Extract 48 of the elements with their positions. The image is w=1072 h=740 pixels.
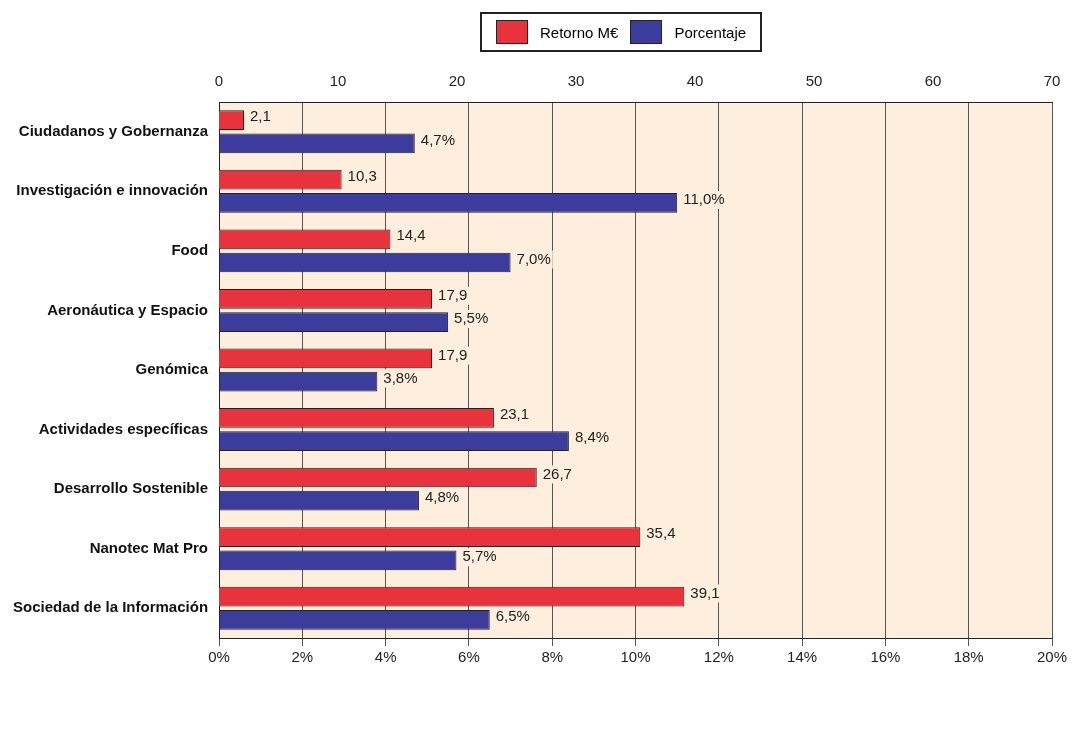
data-label: 3,8% — [383, 368, 418, 386]
x2-tick-label: 20 — [448, 72, 466, 90]
data-label: 23,1 — [499, 405, 530, 423]
x2-tick-label: 50 — [805, 72, 823, 90]
legend-label: Porcentaje — [674, 23, 747, 41]
data-label: 4,7% — [420, 130, 455, 148]
data-label: 39,1 — [690, 583, 720, 601]
y-tick-label: Desarrollo Sostenible — [53, 479, 209, 497]
x-tick-label: 2% — [291, 648, 314, 666]
y-tick-label: Nanotec Mat Pro — [89, 538, 209, 556]
data-label: 5,7% — [462, 547, 497, 565]
data-label: 26,7 — [542, 464, 572, 482]
data-label: 11,0% — [683, 190, 725, 208]
data-label: 8,4% — [574, 428, 610, 446]
data-label: 7,0% — [516, 249, 551, 267]
x2-tick-label: 30 — [567, 72, 585, 90]
x2-tick-label: 0 — [214, 72, 224, 90]
x-tick-label: 10% — [620, 648, 651, 666]
y-tick-label: Aeronáutica y Espacio — [47, 300, 209, 318]
x-tick-label: 6% — [458, 648, 480, 666]
data-label: 10,3 — [347, 166, 377, 184]
data-label: 5,5% — [454, 309, 489, 327]
data-label: 17,9 — [438, 285, 468, 303]
x2-tick-label: 40 — [686, 72, 704, 90]
data-label: 35,4 — [646, 524, 676, 542]
data-label: 17,9 — [438, 345, 468, 363]
y-tick-label: Actividades específicas — [38, 419, 209, 437]
data-label: 4,8% — [424, 487, 460, 505]
x2-tick-label: 10 — [329, 72, 347, 90]
legend-label: Retorno M€ — [540, 23, 619, 41]
x-tick-label: 20% — [1036, 648, 1068, 666]
x-tick-label: 8% — [541, 648, 564, 666]
y-tick-label: Food — [171, 241, 209, 259]
x-tick-label: 14% — [787, 648, 818, 666]
data-label: 6,5% — [495, 606, 530, 624]
x-tick-label: 18% — [953, 648, 984, 666]
data-label: 14,4 — [396, 226, 426, 244]
x2-tick-label: 70 — [1043, 72, 1061, 90]
x-tick-label: 0% — [208, 648, 230, 666]
x2-tick-label: 60 — [924, 72, 942, 90]
y-tick-label: Investigación e innovación — [16, 181, 209, 199]
x-tick-label: 12% — [703, 648, 734, 666]
x-tick-label: 16% — [870, 648, 901, 666]
x-tick-label: 4% — [374, 648, 397, 666]
data-label: 2,1 — [250, 107, 271, 125]
y-tick-label: Sociedad de la Información — [13, 598, 209, 616]
y-tick-label: Genómica — [135, 360, 209, 378]
y-tick-label: Ciudadanos y Gobernanza — [18, 121, 209, 139]
